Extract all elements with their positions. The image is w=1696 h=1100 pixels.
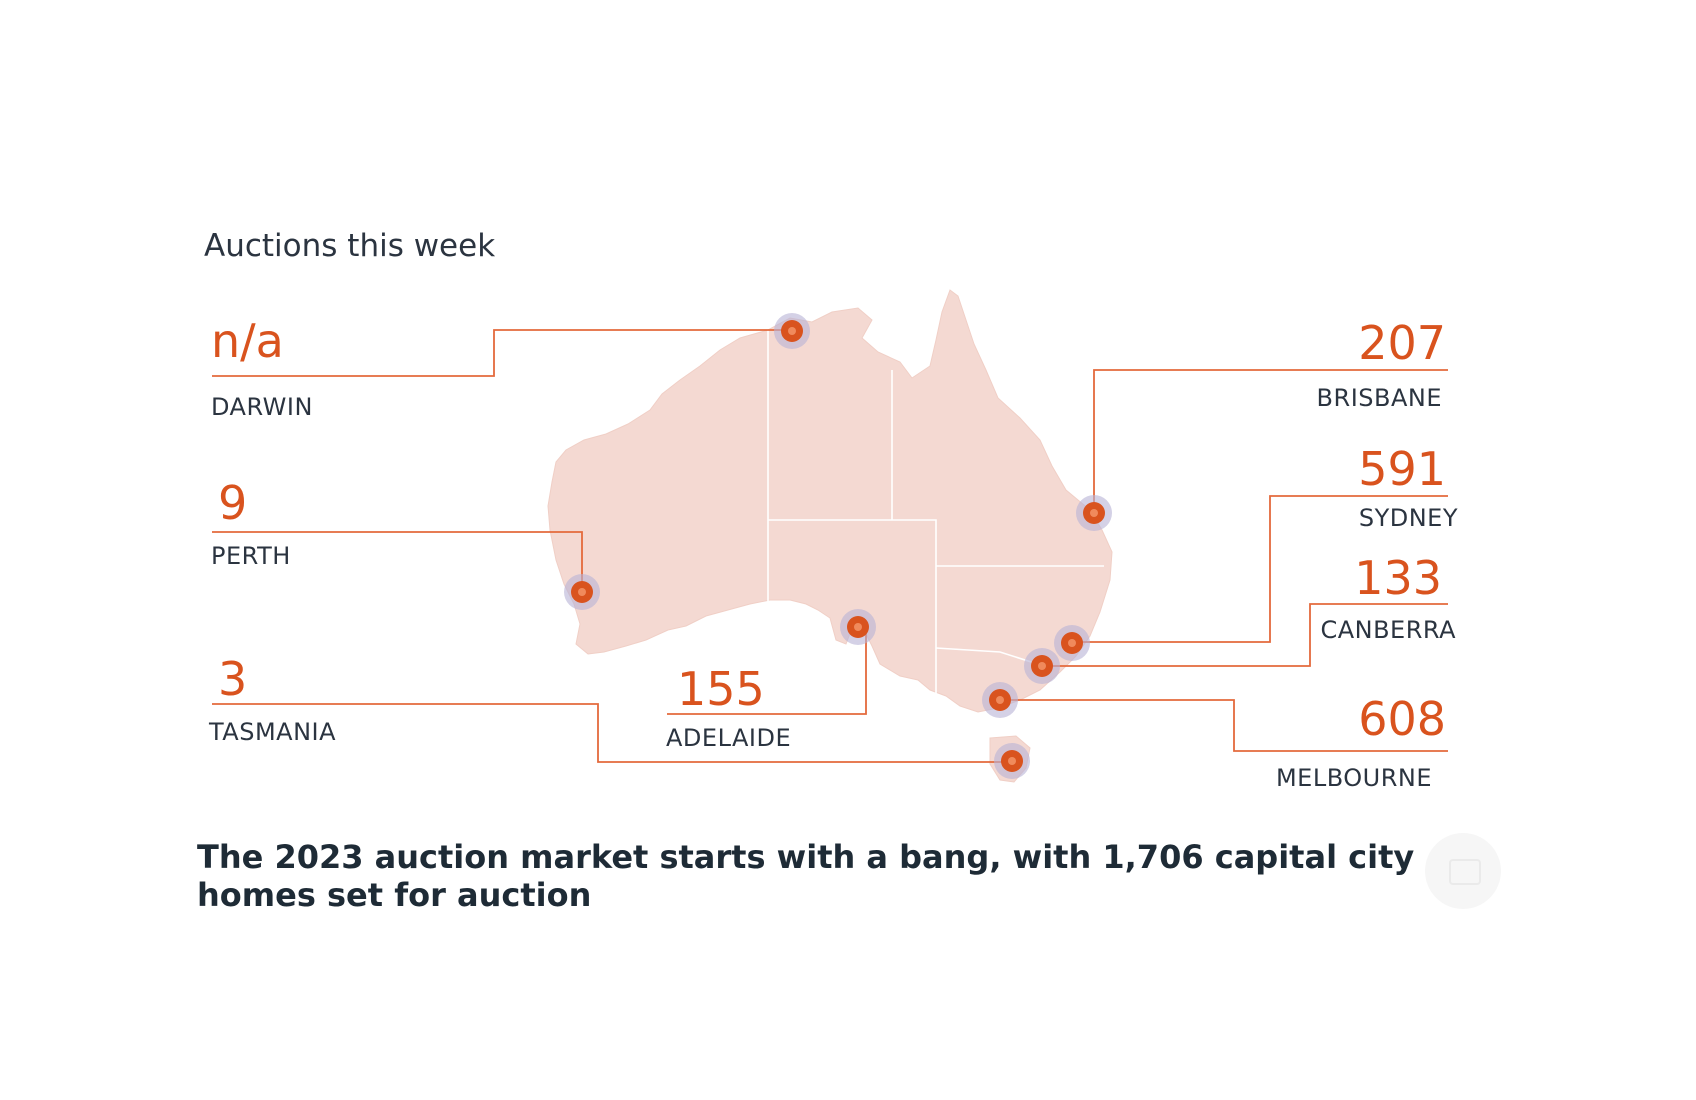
name-darwin: DARWIN [211, 393, 313, 421]
count-canberra: 133 [1354, 551, 1442, 605]
marker-brisbane [1076, 495, 1112, 531]
marker-darwin [774, 313, 810, 349]
leader-line-canberra [1042, 603, 1448, 667]
state-borders [767, 330, 1104, 700]
name-canberra: CANBERRA [1320, 616, 1456, 644]
count-melbourne: 608 [1358, 692, 1446, 746]
name-melbourne: MELBOURNE [1275, 764, 1432, 792]
count-brisbane: 207 [1358, 316, 1446, 370]
marker-adelaide [840, 609, 876, 645]
headline: The 2023 auction market starts with a ba… [197, 838, 1415, 914]
watermark-icon [1425, 833, 1501, 909]
marker-melbourne [982, 682, 1018, 718]
australia-mainland-shape [547, 289, 1113, 713]
count-darwin: n/a [211, 314, 284, 368]
marker-canberra [1024, 648, 1060, 684]
chart-heading: Auctions this week [204, 228, 496, 264]
count-adelaide: 155 [677, 662, 765, 716]
leader-line-melbourne [1000, 699, 1448, 752]
name-sydney: SYDNEY [1358, 504, 1458, 532]
name-perth: PERTH [211, 542, 291, 570]
city-markers [564, 313, 1112, 779]
count-sydney: 591 [1358, 442, 1446, 496]
name-adelaide: ADELAIDE [666, 724, 792, 752]
marker-perth [564, 574, 600, 610]
leader-line-brisbane [1093, 369, 1448, 512]
leader-line-sydney [1072, 495, 1448, 643]
watermark-icon-inner [1449, 859, 1481, 885]
count-tasmania: 3 [218, 652, 248, 706]
count-perth: 9 [218, 476, 248, 530]
leader-lines [212, 329, 1448, 763]
leader-line-adelaide [667, 628, 867, 715]
marker-tasmania [994, 743, 1030, 779]
leader-line-tasmania [212, 703, 1012, 763]
leader-line-perth [212, 531, 583, 592]
name-brisbane: BRISBANE [1316, 384, 1442, 412]
name-tasmania: TASMANIA [209, 718, 337, 746]
leader-line-darwin [212, 329, 790, 377]
marker-sydney [1054, 625, 1090, 661]
